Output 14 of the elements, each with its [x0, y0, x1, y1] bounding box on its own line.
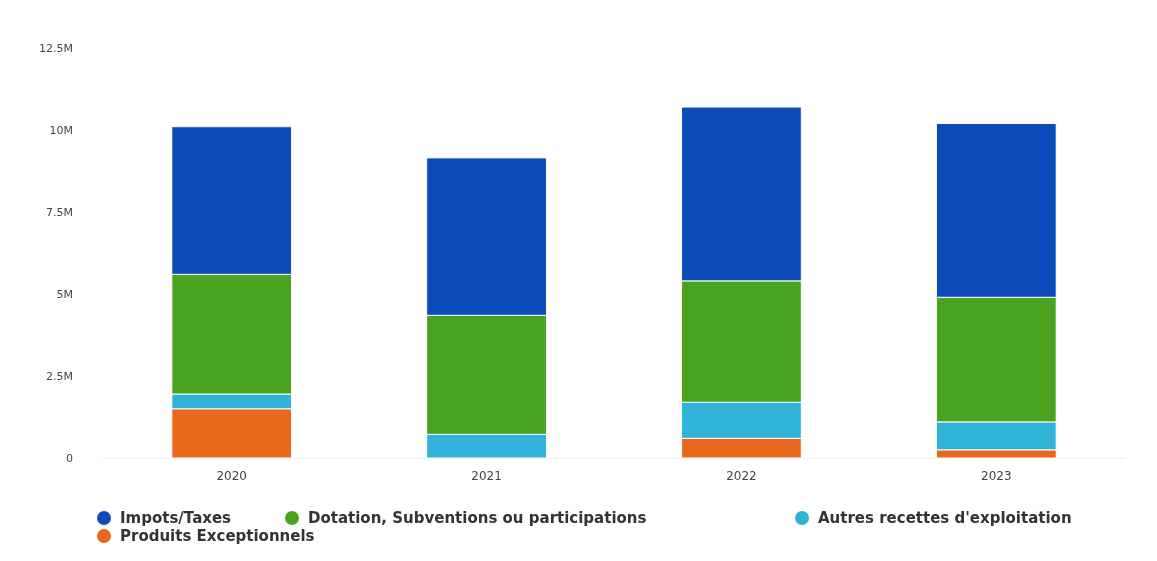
y-tick-label: 0 — [66, 451, 73, 465]
y-tick-label: 7.5M — [46, 205, 73, 219]
y-tick-label: 10M — [49, 123, 73, 137]
legend-label: Autres recettes d'exploitation — [818, 509, 1072, 527]
legend-label: Dotation, Subventions ou participations — [308, 509, 647, 527]
legend-label: Impots/Taxes — [120, 509, 232, 527]
x-tick-label: 2020 — [216, 469, 247, 483]
y-tick-label: 5M — [56, 287, 73, 301]
legend-label: Produits Exceptionnels — [120, 527, 315, 545]
y-tick-label: 12.5M — [39, 41, 73, 55]
x-tick-label: 2021 — [471, 469, 502, 483]
y-tick-label: 2.5M — [46, 369, 73, 383]
x-tick-label: 2023 — [981, 469, 1012, 483]
x-tick-label: 2022 — [726, 469, 757, 483]
